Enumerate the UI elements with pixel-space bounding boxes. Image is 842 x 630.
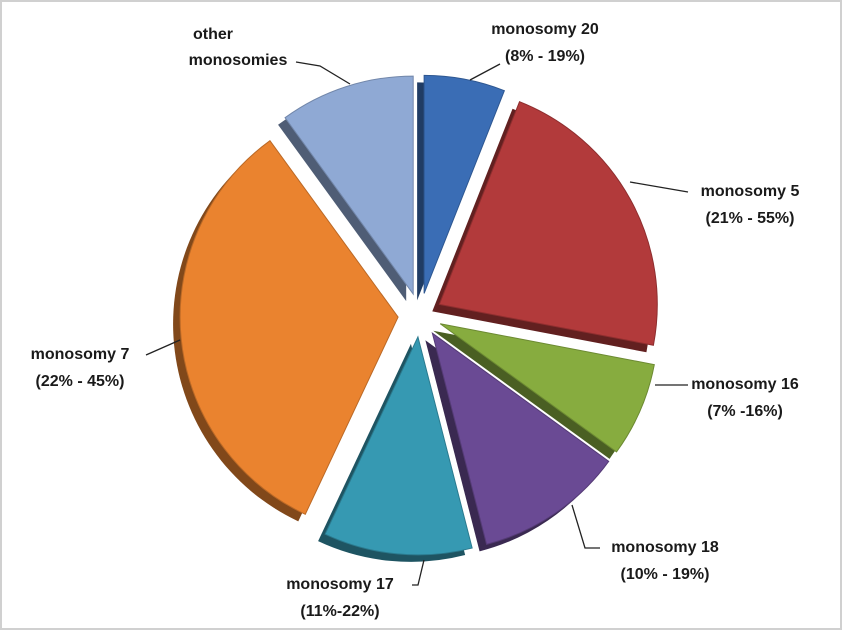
leader-line — [145, 339, 181, 356]
slice-label: monosomy 18 — [611, 539, 719, 556]
slice-range: (22% - 45%) — [36, 373, 125, 390]
slice-label: monosomy 7 — [31, 346, 130, 363]
slice — [284, 75, 414, 296]
leader-line — [629, 181, 689, 193]
slice — [439, 323, 655, 453]
pie — [173, 74, 658, 562]
leader-line — [412, 559, 425, 586]
slice — [438, 101, 658, 346]
labels: monosomy 20 (8% - 19%) monosomy 5 (21% - 55… — [31, 21, 800, 620]
slice-label: monosomy 17 — [286, 576, 394, 593]
slice-label: monosomy 20 — [491, 21, 599, 38]
slice-label-line: monosomies — [189, 52, 288, 69]
slice — [431, 331, 610, 545]
slice-label: monosomy 16 — [691, 376, 799, 393]
slice-label: monosomy 5 — [701, 183, 800, 200]
slice — [179, 140, 399, 515]
slice — [324, 335, 473, 556]
slice-range: (10% - 19%) — [621, 566, 710, 583]
slice — [423, 74, 506, 294]
slice-label-line: other — [193, 26, 233, 43]
slice-label: other monosomies — [189, 26, 288, 69]
slice-range: (7% -16%) — [707, 403, 783, 420]
leader-line — [571, 504, 600, 549]
leader-line — [469, 63, 501, 81]
leader-line — [295, 61, 351, 85]
slice-range: (11%-22%) — [300, 603, 379, 620]
slice-range: (21% - 55%) — [706, 210, 795, 227]
slice-range: (8% - 19%) — [505, 48, 585, 65]
